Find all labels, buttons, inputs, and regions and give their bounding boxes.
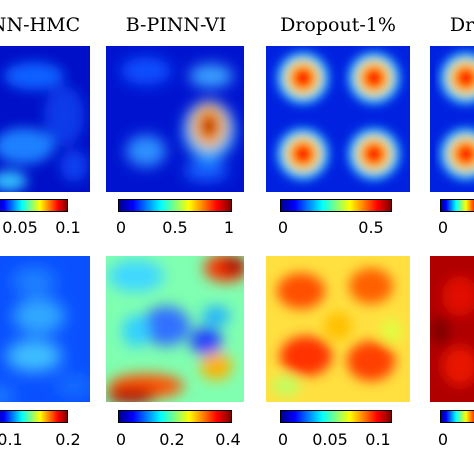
tick-r2-c3-1: 0.05 [312, 430, 348, 449]
tick-r1-c2-1: 0.5 [162, 218, 188, 237]
tick-r2-c1-0: 0.1 [0, 430, 23, 449]
heatmap-r2-c4 [430, 256, 474, 402]
tick-r1-c1-1: 0.1 [55, 218, 81, 237]
colorbar-r1-c3 [280, 199, 392, 212]
heatmap-r1-c3 [266, 46, 410, 192]
heatmap-r1-c1 [0, 46, 90, 192]
colorbar-r1-c4 [440, 199, 474, 212]
colorbar-r2-c3 [280, 410, 392, 423]
title-nn-hmc: NN-HMC [0, 14, 81, 36]
colorbar-r2-c1 [0, 410, 68, 423]
tick-r1-c4-0: 0 [437, 218, 449, 237]
colorbar-r2-c2 [118, 410, 232, 423]
colorbar-r2-c4 [440, 410, 474, 423]
tick-r1-c3-1: 0.5 [358, 218, 384, 237]
tick-r1-c2-2: 1 [223, 218, 235, 237]
colorbar-r1-c1 [0, 199, 68, 212]
colorbar-r1-c2 [118, 199, 232, 212]
heatmap-r2-c3 [266, 256, 410, 402]
heatmap-r1-c4 [430, 46, 474, 192]
tick-r2-c3-2: 0.1 [365, 430, 391, 449]
tick-r1-c2-0: 0 [115, 218, 127, 237]
heatmap-r1-c2 [106, 46, 244, 192]
tick-r1-c3-0: 0 [277, 218, 289, 237]
tick-r2-c2-0: 0 [115, 430, 127, 449]
tick-r2-c2-1: 0.2 [159, 430, 185, 449]
tick-r1-c1-0: 0.05 [2, 218, 38, 237]
title-dr: Dr [449, 14, 474, 36]
tick-r2-c3-0: 0 [277, 430, 289, 449]
heatmap-r2-c1 [0, 256, 90, 402]
title-b-pinn-vi: B-PINN-VI [125, 14, 227, 36]
tick-r2-c2-2: 0.4 [215, 430, 241, 449]
tick-r2-c1-1: 0.2 [55, 430, 81, 449]
tick-r2-c4-0: 0 [437, 430, 449, 449]
heatmap-r2-c2 [106, 256, 244, 402]
title-dropout-1: Dropout-1% [280, 14, 396, 36]
